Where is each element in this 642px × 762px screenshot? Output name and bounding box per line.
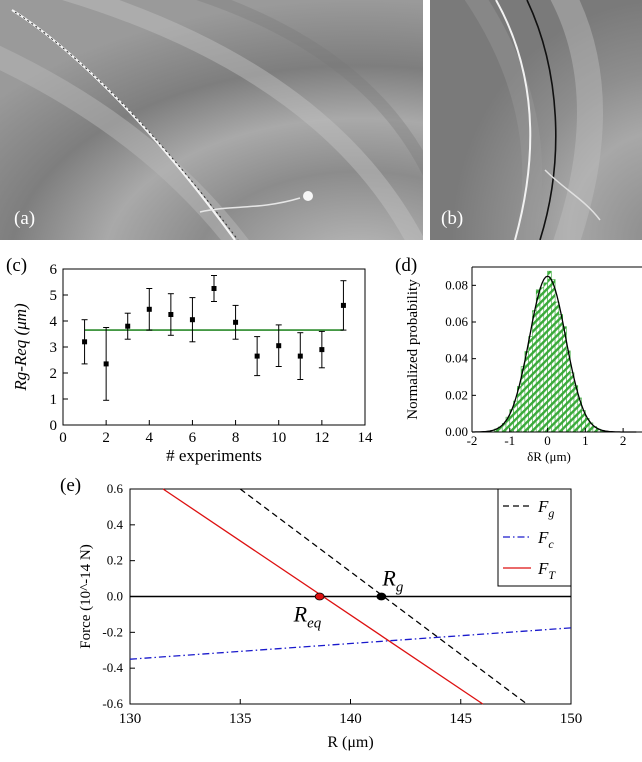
- histogram-bar: [554, 301, 560, 433]
- y-tick-label: -0.6: [102, 696, 123, 711]
- x-tick-label: 8: [232, 430, 240, 446]
- y-tick-label: 4: [50, 314, 58, 330]
- y-tick-label: 1: [50, 392, 58, 408]
- panel-label-d: (d): [395, 255, 417, 276]
- marker-label-Rg: Rg: [381, 566, 403, 596]
- chart-e: Rg Req 130 135 140 145 150 -0.6 -0.4 -0.2 0.0 0.2 0.…: [78, 481, 582, 751]
- y-tick-label: -0.2: [102, 624, 123, 639]
- histogram-bar: [539, 287, 545, 433]
- x-tick-label: 135: [229, 711, 252, 727]
- data-point: [103, 361, 109, 367]
- data-point: [189, 317, 195, 323]
- x-tick-label: -2: [467, 433, 478, 448]
- y-tick-label: 0.04: [445, 351, 468, 366]
- y-tick-label: 0.02: [445, 387, 468, 402]
- y-tick-label: -0.4: [102, 660, 123, 675]
- legend-box: [497, 488, 572, 587]
- x-tick-label: 2: [620, 433, 627, 448]
- y-tick-label: 0.00: [445, 424, 468, 439]
- legend-label-Fg: Fg: [537, 497, 554, 520]
- histogram-bar: [543, 282, 548, 433]
- micrograph-b: [430, 0, 642, 240]
- marker-Req: [314, 592, 325, 601]
- marker-Rg: [376, 592, 387, 601]
- y-tick-label: 0.2: [107, 553, 123, 568]
- marker-label-Req: Req: [293, 602, 322, 632]
- legend-label-FT: FT: [537, 559, 556, 582]
- histogram-bar: [566, 350, 571, 433]
- y-tick-label: 0.0: [107, 589, 123, 604]
- histogram-bar: [535, 289, 541, 433]
- histogram-bar: [524, 351, 529, 433]
- series-Fc: [129, 627, 572, 660]
- x-tick-label: 130: [119, 711, 142, 727]
- data-point: [297, 353, 303, 359]
- y-tick-label: 0.08: [445, 277, 468, 292]
- micrograph-a: [0, 0, 423, 240]
- histogram-bar: [532, 310, 537, 433]
- x-tick-label: 4: [146, 430, 154, 446]
- panel-label-a: (a): [14, 208, 35, 229]
- data-point: [340, 302, 346, 308]
- y-axis-label: Force (10^-14 N): [78, 544, 94, 649]
- x-tick-label: 0: [544, 433, 551, 448]
- x-tick-label: 14: [358, 430, 374, 446]
- data-point: [146, 306, 152, 312]
- data-point: [276, 343, 282, 349]
- y-tick-label: 0.4: [107, 517, 124, 532]
- x-tick-label: 10: [271, 430, 286, 446]
- x-tick-label: 0: [59, 430, 67, 446]
- histogram-bar: [528, 336, 533, 433]
- y-tick-label: 5: [50, 288, 58, 304]
- x-tick-label: -1: [504, 433, 515, 448]
- x-tick-label: 145: [450, 711, 473, 727]
- data-point: [319, 347, 325, 353]
- histogram-bar: [547, 270, 552, 433]
- y-tick-label: 0.6: [107, 481, 124, 496]
- panel-label-c: (c): [6, 255, 27, 276]
- x-axis-label: δR (μm): [527, 449, 571, 464]
- x-tick-label: 12: [314, 430, 329, 446]
- panel-label-b: (b): [441, 208, 463, 229]
- y-axis-label: Rg-Req (μm): [11, 303, 30, 392]
- x-tick-label: 1: [582, 433, 589, 448]
- y-axis-label: Normalized probability: [405, 279, 421, 420]
- x-axis-label: # experiments: [166, 446, 262, 465]
- x-tick-label: 2: [102, 430, 110, 446]
- y-tick-label: 3: [50, 340, 58, 356]
- data-point: [168, 312, 174, 317]
- histogram-bar: [513, 400, 518, 433]
- data-point: [82, 339, 88, 345]
- data-point: [211, 286, 217, 291]
- histogram-bar: [569, 372, 575, 433]
- chart-d: -2 -1 0 1 2 0.00 0.02 0.04 0.06 0.08 δR (μm) Normal…: [405, 266, 642, 464]
- histogram-bar: [551, 279, 556, 433]
- histogram-bar: [558, 314, 563, 433]
- x-tick-label: 6: [189, 430, 197, 446]
- y-tick-label: 2: [50, 366, 58, 382]
- data-point: [233, 319, 239, 325]
- y-tick-label: 0: [50, 418, 58, 434]
- panel-label-e: (e): [60, 475, 81, 496]
- histogram-bar: [562, 326, 567, 433]
- y-tick-label: 0.06: [445, 314, 468, 329]
- data-point: [125, 323, 131, 329]
- x-tick-label: 140: [339, 711, 362, 727]
- x-axis-label: R (μm): [327, 734, 373, 751]
- legend-label-Fc: Fc: [537, 528, 554, 551]
- x-tick-label: 150: [560, 711, 583, 727]
- data-point: [254, 353, 260, 359]
- y-tick-label: 6: [50, 262, 58, 278]
